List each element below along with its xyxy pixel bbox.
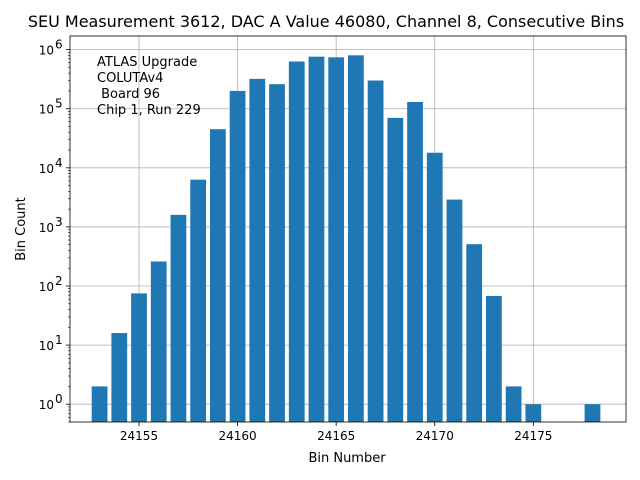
bar-24157 [170,214,187,422]
bar-24160 [229,90,246,422]
y-tick-exponent: 4 [55,156,63,170]
x-tick-label: 24155 [120,429,158,443]
y-tick-exponent: 5 [55,97,63,111]
y-tick-label: 10 [39,44,54,58]
bar-24159 [209,129,226,422]
y-axis-label: Bin Count [14,197,29,261]
bar-24155 [131,293,147,422]
y-tick-label: 10 [39,280,54,294]
x-tick-label: 24175 [514,429,552,443]
y-tick-exponent: 2 [55,274,63,288]
bar-24154 [111,333,128,422]
bar-24163 [288,61,305,423]
annotation-line-3: Board 96 [97,87,160,102]
bar-24170 [426,152,443,422]
bar-24158 [190,179,207,422]
x-tick-label: 24170 [416,429,454,443]
y-tick-exponent: 6 [55,38,63,52]
y-tick-label: 10 [39,221,54,235]
bar-series [91,55,601,423]
y-tick-label: 10 [39,162,54,176]
bar-24172 [466,244,483,422]
y-tick-exponent: 0 [55,392,63,406]
bar-24174 [505,386,522,422]
y-tick-exponent: 3 [55,215,63,229]
annotation-line-2: COLUTAv4 [97,71,163,86]
y-tick-exponent: 1 [55,333,63,347]
bar-24175 [525,404,542,422]
bar-24156 [150,261,167,422]
bar-24162 [269,84,285,423]
y-tick-label: 10 [39,339,54,353]
y-tick-label: 10 [39,398,54,412]
bar-24173 [486,295,502,422]
bar-24166 [348,55,364,423]
y-tick-label: 10 [39,103,54,117]
plot-frame [69,35,627,423]
annotation-line-1: ATLAS Upgrade [97,55,197,70]
x-tick-label: 24160 [218,429,256,443]
bar-24161 [249,78,266,422]
x-axis-label: Bin Number [308,451,386,466]
bar-24153 [91,386,108,422]
bar-24178 [584,404,601,422]
bar-24167 [367,80,384,423]
bar-24165 [328,57,345,423]
chart-title: SEU Measurement 3612, DAC A Value 46080,… [28,12,624,31]
x-tick-label: 24165 [317,429,355,443]
bar-24169 [407,101,423,422]
bar-24171 [446,199,463,422]
bar-24168 [387,117,404,422]
annotation-line-4: Chip 1, Run 229 [97,103,201,118]
chart-annotation: ATLAS Upgrade COLUTAv4 Board 96 Chip 1, … [97,55,201,118]
bar-24164 [308,56,325,422]
